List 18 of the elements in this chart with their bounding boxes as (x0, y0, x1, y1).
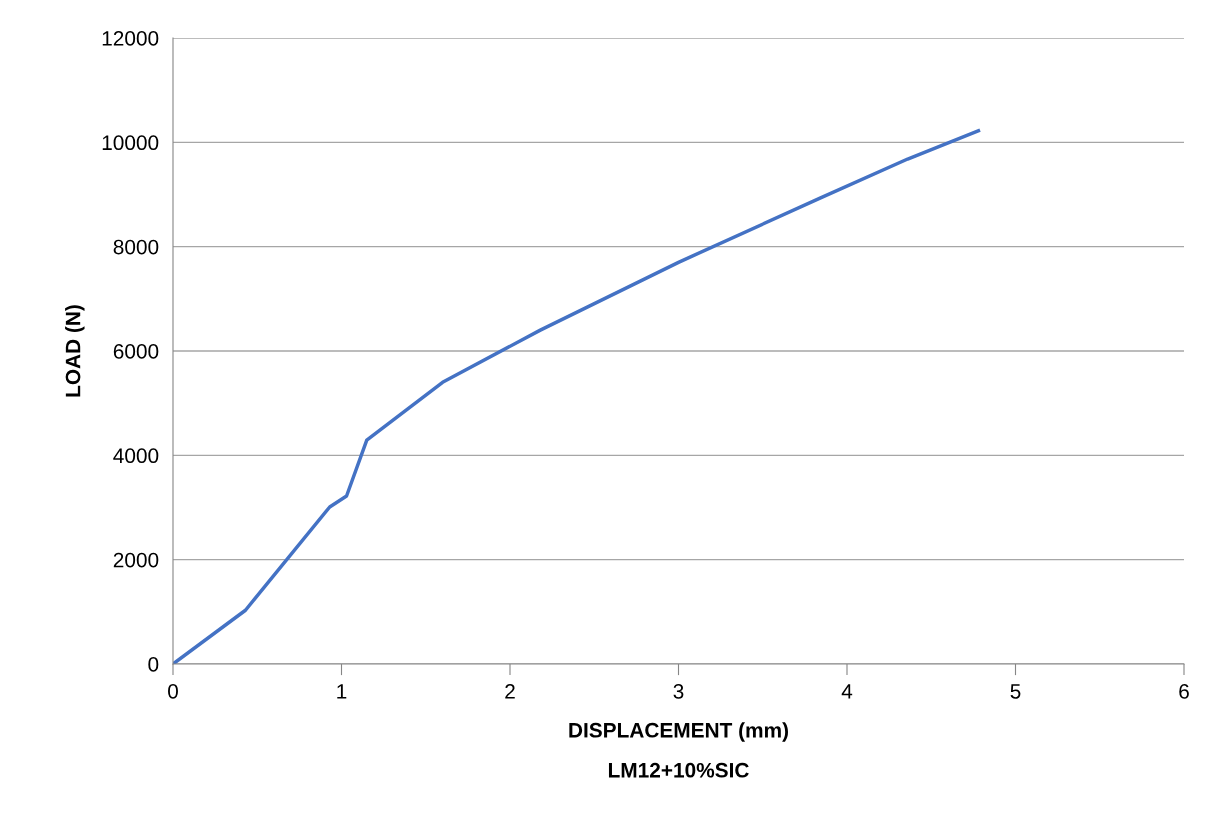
y-tick-label: 10000 (102, 135, 159, 151)
x-tick-label: 3 (673, 683, 684, 699)
y-tick-label: 4000 (113, 448, 159, 464)
line-series (173, 129, 981, 664)
x-tick-label: 6 (1179, 683, 1189, 699)
y-tick-label: 8000 (113, 239, 159, 255)
y-axis-title: LOAD (N) (65, 305, 85, 397)
y-tick-label: 2000 (113, 552, 159, 568)
y-tick-label: 12000 (102, 31, 159, 46)
x-axis-title: DISPLACEMENT (mm) (569, 722, 788, 742)
y-tick-label: 6000 (113, 344, 159, 359)
x-tick-label: 2 (505, 683, 515, 699)
x-tick-label: 1 (337, 684, 347, 699)
y-tick-label: 0 (148, 657, 159, 672)
text: LM12+10%SIC (608, 762, 749, 778)
x-tick-label: 0 (168, 683, 178, 699)
x-tick-label: 5 (1010, 684, 1021, 699)
x-tick-label: 4 (841, 684, 853, 699)
